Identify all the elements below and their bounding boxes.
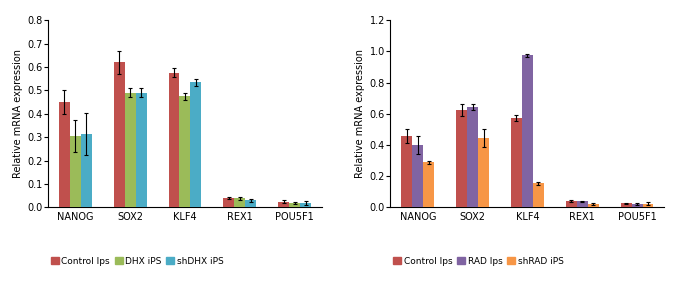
Bar [125,93,136,207]
Bar [511,118,522,207]
Legend: Control Ips, DHX iPS, shDHX iPS: Control Ips, DHX iPS, shDHX iPS [47,253,227,269]
Y-axis label: Relative mRNA expression: Relative mRNA expression [356,49,365,178]
Bar [533,183,544,207]
Bar [223,198,234,207]
Bar [300,203,311,207]
Bar [70,136,81,207]
Bar [577,201,588,207]
Bar [81,134,92,207]
Legend: Control Ips, RAD Ips, shRAD iPS: Control Ips, RAD Ips, shRAD iPS [390,253,567,269]
Bar [632,204,643,207]
Y-axis label: Relative mRNA expression: Relative mRNA expression [13,49,23,178]
Bar [478,138,489,207]
Bar [401,136,412,207]
Bar [278,202,289,207]
Bar [522,55,533,207]
Bar [190,82,201,207]
Bar [289,203,300,207]
Bar [588,204,599,207]
Bar [412,145,423,207]
Bar [136,93,147,207]
Bar [467,107,478,207]
Bar [114,62,125,207]
Bar [566,201,577,207]
Bar [423,162,434,207]
Bar [643,204,653,207]
Bar [234,198,245,207]
Bar [169,73,179,207]
Bar [59,102,70,207]
Bar [621,203,632,207]
Bar [456,110,467,207]
Bar [245,200,256,207]
Bar [179,96,190,207]
